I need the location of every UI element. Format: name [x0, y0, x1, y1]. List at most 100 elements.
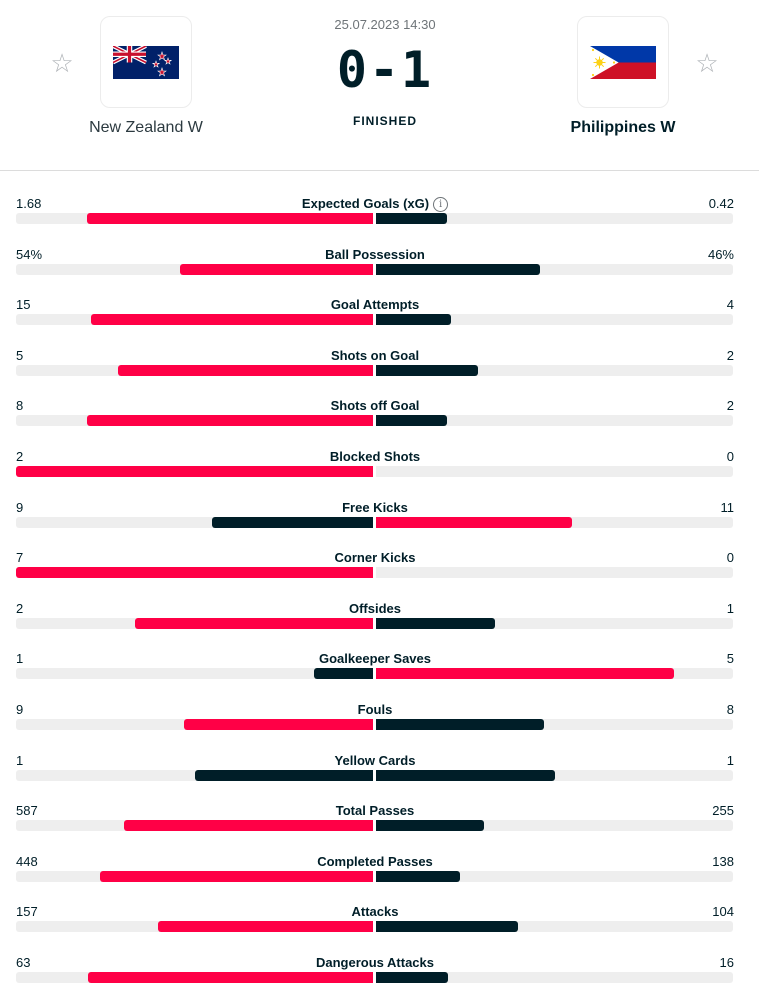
stat-label-text: Total Passes — [335, 803, 415, 819]
stat-away-bar-track — [376, 364, 733, 376]
home-score: 0 — [336, 41, 369, 99]
stat-row: 54% Ball Possession 46% — [0, 236, 759, 287]
stat-away-bar-track — [376, 820, 733, 832]
stat-home-bar-track — [16, 820, 373, 832]
stat-home-bar-track — [16, 617, 373, 629]
info-icon[interactable]: i — [433, 197, 449, 212]
favorite-home-star-icon[interactable]: ☆ — [50, 48, 74, 78]
stat-home-value: 2 — [16, 600, 24, 616]
away-score: 1 — [401, 41, 434, 99]
stat-home-value: 157 — [16, 904, 38, 920]
stat-home-bar — [194, 769, 373, 781]
stat-away-bar-track — [376, 516, 733, 528]
stat-label: Yellow Cards — [180, 753, 570, 769]
stat-row: 587 Total Passes 255 — [0, 792, 759, 843]
stat-away-bar-track — [376, 314, 733, 326]
stat-away-bar — [376, 971, 449, 983]
new-zealand-flag-icon — [113, 45, 179, 79]
score-separator: - — [368, 41, 402, 99]
match-score: 0-1 — [285, 40, 485, 100]
stat-home-value: 9 — [16, 499, 24, 515]
stat-label: Fouls — [180, 702, 570, 718]
stat-home-value: 7 — [16, 550, 24, 566]
stat-away-value: 46% — [707, 246, 734, 262]
match-header: ☆ New Zealand W 25.07.2023 14:30 0-1 FIN… — [0, 0, 759, 171]
stat-away-bar — [376, 718, 544, 730]
stat-away-value: 2 — [726, 347, 734, 363]
stat-home-bar-track — [16, 769, 373, 781]
stat-label: Shots on Goal — [180, 348, 570, 364]
stat-label-text: Shots on Goal — [330, 347, 420, 363]
stat-label: Offsides — [180, 601, 570, 617]
stat-away-bar-track — [376, 263, 733, 275]
stat-away-bar — [376, 617, 495, 629]
stat-label-text: Goalkeeper Saves — [318, 651, 432, 667]
stat-home-bar-track — [16, 314, 373, 326]
stat-away-value: 5 — [726, 651, 734, 667]
stat-away-bar-track — [376, 870, 733, 882]
stat-home-value: 1.68 — [16, 196, 42, 211]
stat-away-value: 16 — [719, 954, 734, 970]
stat-away-bar — [376, 769, 555, 781]
stat-home-bar — [91, 314, 373, 326]
stat-label-text: Corner Kicks — [334, 550, 416, 566]
stat-home-bar — [87, 213, 373, 224]
stat-home-value: 587 — [16, 803, 38, 819]
stat-away-bar — [376, 921, 519, 933]
stat-away-bar-track — [376, 465, 733, 477]
stat-label-text: Dangerous Attacks — [316, 954, 434, 970]
stat-away-bar-track — [376, 567, 733, 579]
stat-row: 2 Offsides 1 — [0, 590, 759, 641]
stat-home-bar-track — [16, 921, 373, 933]
stat-away-value: 255 — [712, 803, 734, 819]
stat-away-bar-track — [376, 617, 733, 629]
stat-away-bar-track — [376, 921, 733, 933]
stat-away-value: 138 — [712, 853, 734, 869]
stat-away-bar — [376, 213, 448, 224]
stat-away-bar — [376, 314, 452, 326]
stat-home-value: 1 — [16, 752, 24, 768]
stat-home-bar — [118, 364, 373, 376]
stat-home-value: 63 — [16, 954, 31, 970]
stat-home-bar-track — [16, 870, 373, 882]
stat-home-bar-track — [16, 415, 373, 427]
stat-away-bar-track — [376, 668, 733, 680]
stat-home-value: 5 — [16, 347, 24, 363]
stat-row: 8 Shots off Goal 2 — [0, 387, 759, 438]
stat-home-bar — [16, 465, 373, 477]
stat-away-bar-track — [376, 213, 733, 224]
stat-away-bar — [376, 263, 541, 275]
stat-away-value: 8 — [726, 701, 734, 717]
stat-away-value: 0.42 — [708, 196, 734, 211]
stat-row: 63 Dangerous Attacks 16 — [0, 944, 759, 995]
stat-away-value: 4 — [726, 297, 734, 313]
home-team-logo[interactable] — [100, 16, 192, 108]
stat-away-bar — [376, 820, 485, 832]
stat-away-bar — [376, 516, 573, 528]
stat-home-bar — [100, 870, 373, 882]
stat-away-value: 0 — [726, 550, 734, 566]
home-team-name[interactable]: New Zealand W — [89, 119, 203, 136]
stat-label: Free Kicks — [180, 500, 570, 516]
stat-label: Corner Kicks — [180, 550, 570, 566]
away-team-name[interactable]: Philippines W — [570, 119, 676, 136]
stat-home-value: 15 — [16, 297, 31, 313]
stat-away-bar — [376, 415, 448, 427]
stat-label: Goalkeeper Saves — [180, 651, 570, 667]
stat-label-text: Fouls — [357, 701, 393, 717]
stat-label-text: Yellow Cards — [334, 752, 416, 768]
stat-row: 1 Goalkeeper Saves 5 — [0, 640, 759, 691]
match-status: FINISHED — [352, 114, 417, 128]
stat-home-bar — [158, 921, 373, 933]
stat-away-value: 2 — [726, 398, 734, 414]
stat-label: Expected Goals (xG) i — [180, 196, 570, 212]
stat-away-bar-track — [376, 718, 733, 730]
stat-home-value: 448 — [16, 853, 38, 869]
stat-home-bar — [124, 820, 373, 832]
stat-row: 5 Shots on Goal 2 — [0, 337, 759, 388]
stat-home-bar — [88, 971, 373, 983]
stat-home-bar-track — [16, 213, 373, 224]
favorite-away-star-icon[interactable]: ☆ — [695, 48, 719, 78]
away-team-logo[interactable] — [577, 16, 669, 108]
stat-home-value: 9 — [16, 701, 24, 717]
